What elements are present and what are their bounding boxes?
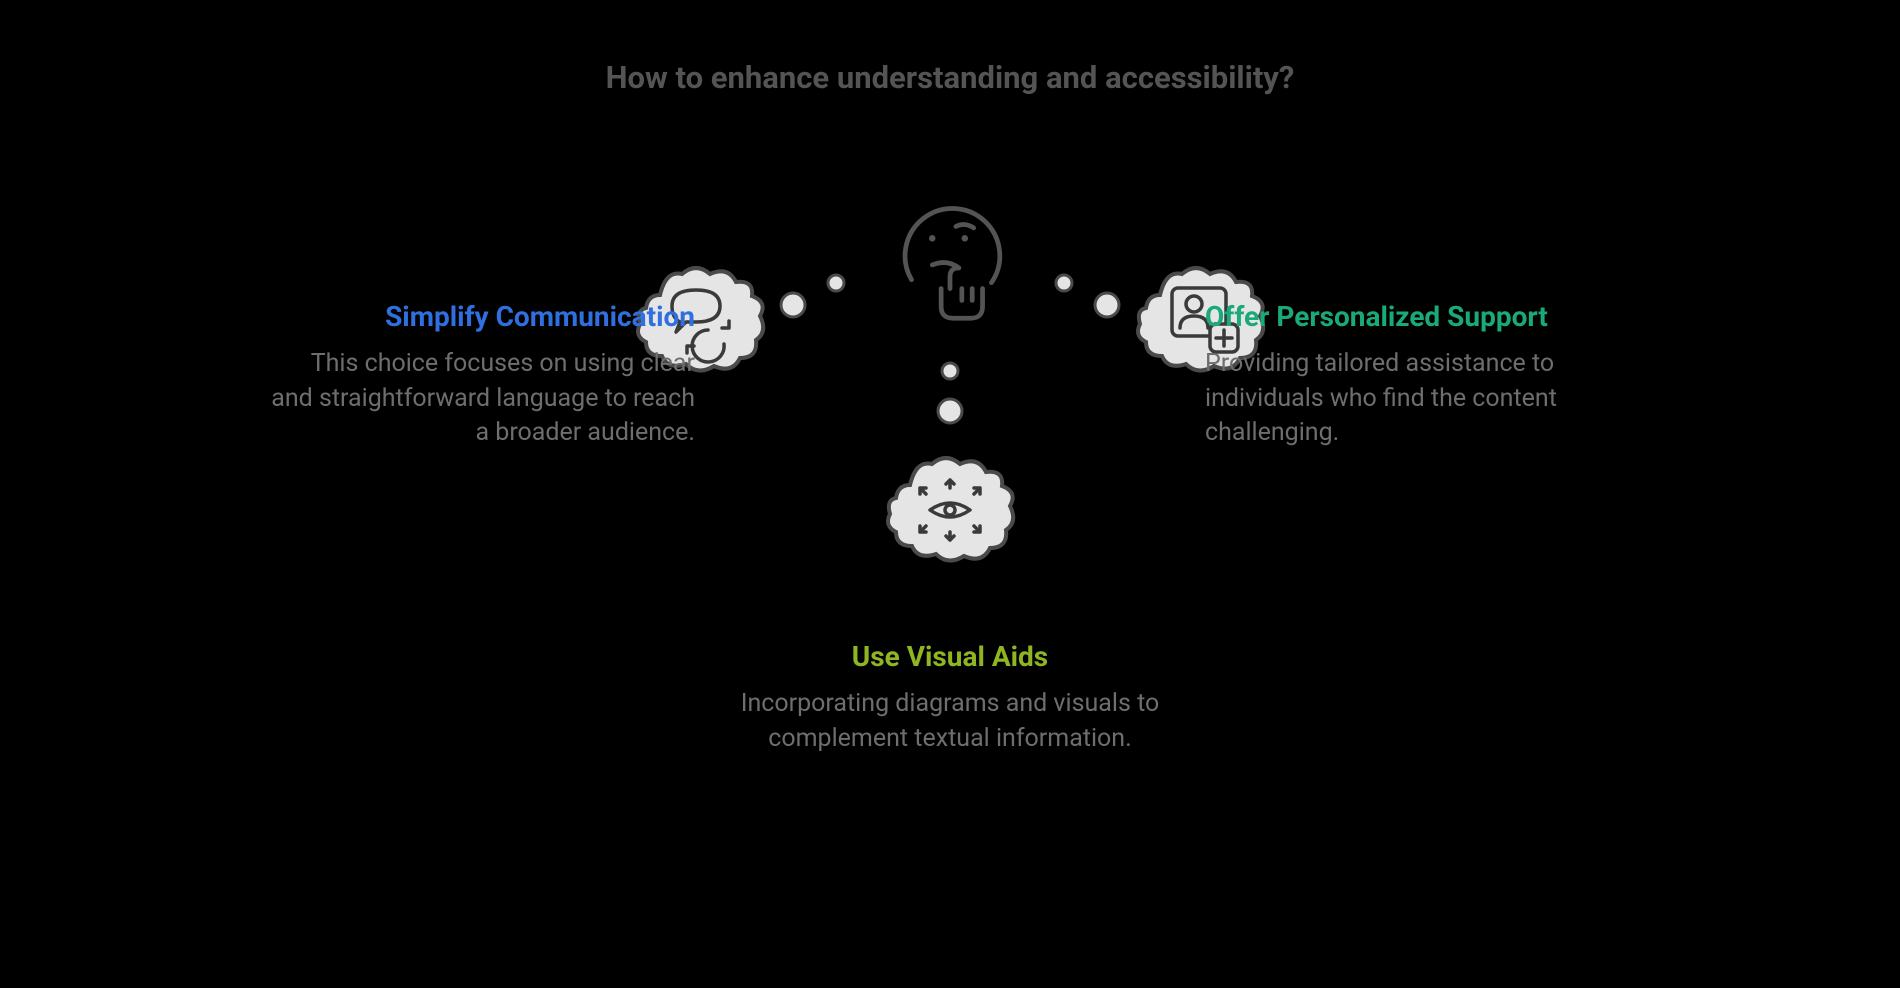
right-dot-1 xyxy=(1053,272,1075,294)
left-dot-2 xyxy=(778,290,808,320)
bottom-dot-1 xyxy=(939,360,961,382)
diagram-canvas: How to enhance understanding and accessi… xyxy=(0,0,1900,988)
bottom-branch: Use Visual Aids Incorporating diagrams a… xyxy=(725,640,1175,756)
thinking-face-icon xyxy=(876,185,1024,333)
left-branch-desc: This choice focuses on using clear and s… xyxy=(265,347,695,451)
bottom-branch-desc: Incorporating diagrams and visuals to co… xyxy=(725,687,1175,756)
left-branch: Simplify Communication This choice focus… xyxy=(265,300,695,451)
bottom-bubble xyxy=(880,440,1020,570)
bottom-branch-title: Use Visual Aids xyxy=(725,640,1175,673)
right-branch-desc: Providing tailored assistance to individ… xyxy=(1205,347,1635,451)
bottom-dot-2 xyxy=(935,396,965,426)
main-title: How to enhance understanding and accessi… xyxy=(600,58,1300,98)
left-dot-1 xyxy=(825,272,847,294)
right-dot-2 xyxy=(1092,290,1122,320)
right-branch-title: Offer Personalized Support xyxy=(1205,300,1635,333)
right-branch: Offer Personalized Support Providing tai… xyxy=(1205,300,1635,451)
left-branch-title: Simplify Communication xyxy=(265,300,695,333)
